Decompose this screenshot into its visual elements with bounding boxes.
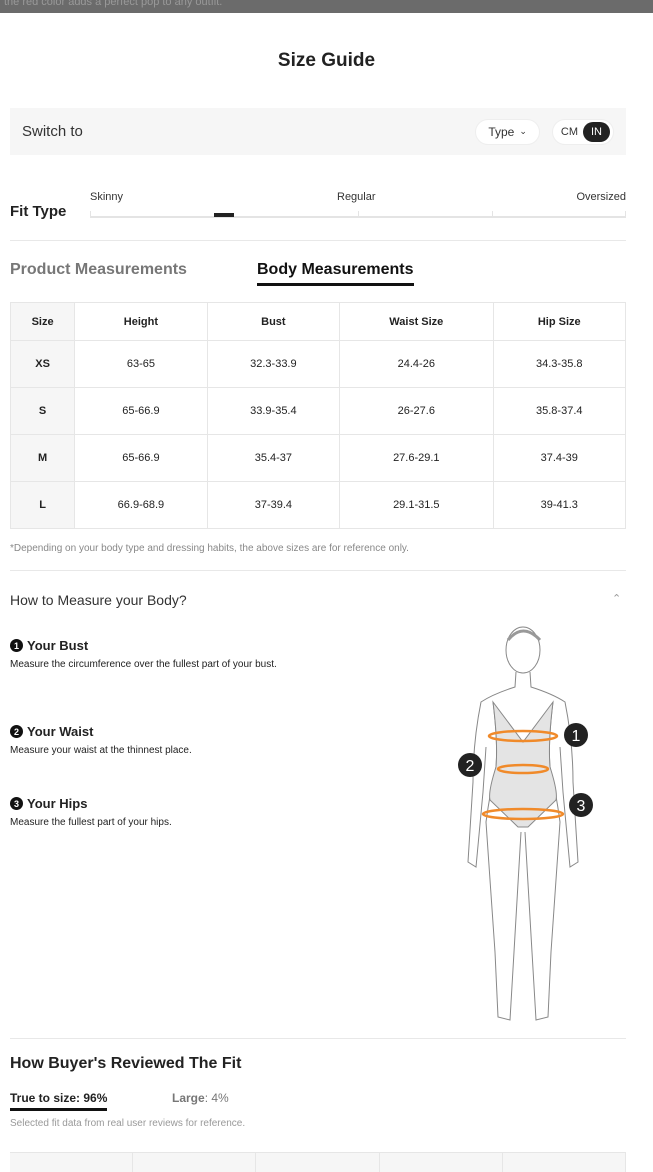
number-badge: 3 <box>10 797 23 810</box>
header-cell: Size <box>9 302 76 341</box>
table-row: M 65-66.9 35.4-37 27.6-29.1 37.4-39 <box>9 434 627 482</box>
step-title: Your Hips <box>27 796 88 811</box>
header-cell: Height <box>74 302 208 341</box>
reviews-title: How Buyer's Reviewed The Fit <box>10 1055 242 1072</box>
cell: 65-66.9 <box>74 387 208 435</box>
cell: 34.3-35.8 <box>492 340 627 388</box>
cell: 39-41.3 <box>492 481 627 529</box>
cell: 37.4-39 <box>492 434 627 482</box>
cell: 35.8-37.4 <box>492 387 627 435</box>
table-row: XS 63-65 32.3-33.9 24.4-26 34.3-35.8 <box>9 340 627 388</box>
cell: S <box>9 387 76 435</box>
large-value: : 4% <box>204 1091 229 1105</box>
unit-toggle[interactable]: CM IN <box>551 118 614 145</box>
body-measurement-figure: 1 2 3 <box>458 626 593 1021</box>
type-dropdown[interactable]: Type ⌄ <box>475 118 540 145</box>
table-header: Size Height Bust Waist Size Hip Size <box>9 302 627 341</box>
cell: M <box>9 434 76 482</box>
cell: XS <box>9 340 76 388</box>
cell: 26-27.6 <box>339 387 494 435</box>
cell: 24.4-26 <box>339 340 494 388</box>
fit-skinny: Skinny <box>90 191 124 203</box>
svg-text:1: 1 <box>572 728 581 745</box>
fit-regular: Regular <box>337 191 376 203</box>
table-row: S 65-66.9 33.9-35.4 26-27.6 35.8-37.4 <box>9 387 627 435</box>
svg-text:2: 2 <box>466 758 475 775</box>
cell: 27.6-29.1 <box>339 434 494 482</box>
cell: 29.1-31.5 <box>339 481 494 529</box>
tab-product-measurements[interactable]: Product Measurements <box>10 261 187 278</box>
cell: 35.4-37 <box>206 434 341 482</box>
tab-body-measurements[interactable]: Body Measurements <box>257 261 414 286</box>
cell: L <box>9 481 76 529</box>
tab-true-to-size[interactable]: True to size: 96% <box>10 1091 108 1111</box>
chevron-down-icon: ⌄ <box>519 126 527 136</box>
header-cell: Hip Size <box>492 302 627 341</box>
cell: 37-39.4 <box>206 481 341 529</box>
header-cell: Bust <box>206 302 341 341</box>
size-table: Size Height Bust Waist Size Hip Size XS 63-65… <box>9 302 627 529</box>
step-text: Measure the fullest part of your hips. <box>10 817 172 828</box>
size-note: *Depending on your body type and dressin… <box>10 543 409 554</box>
step-bust: 1 Your Bust Measure the circumference over… <box>10 638 320 671</box>
cell: 66.9-68.9 <box>74 481 208 529</box>
table-row: L 66.9-68.9 37-39.4 29.1-31.5 39-41.3 <box>9 481 627 529</box>
step-waist: 2 Your Waist Measure your waist at the thi… <box>10 724 320 757</box>
cell: 33.9-35.4 <box>206 387 341 435</box>
large-label: Large <box>172 1091 205 1105</box>
fit-oversized: Oversized <box>576 191 626 203</box>
header-cell: Waist Size <box>339 302 494 341</box>
page-title: Size Guide <box>277 50 376 71</box>
step-text: Measure your waist at the thinnest place… <box>10 745 192 756</box>
switch-bar: Switch to Type ⌄ CM IN <box>10 108 626 155</box>
number-badge: 1 <box>10 639 23 652</box>
fit-scale <box>90 211 626 218</box>
switch-label: Switch to <box>22 123 83 140</box>
step-title: Your Bust <box>27 638 89 653</box>
fit-indicator <box>214 213 234 217</box>
cell: 63-65 <box>74 340 208 388</box>
reviews-table <box>10 1152 627 1172</box>
unit-cm[interactable]: CM <box>560 125 578 138</box>
cell: 65-66.9 <box>74 434 208 482</box>
cell: 32.3-33.9 <box>206 340 341 388</box>
number-badge: 2 <box>10 725 23 738</box>
reviews-note: Selected fit data from real user reviews… <box>10 1118 246 1129</box>
how-to-measure-toggle[interactable]: How to Measure your Body? <box>10 592 187 608</box>
fit-type-label: Fit Type <box>10 203 67 220</box>
tab-large[interactable]: Large: 4% <box>172 1091 229 1105</box>
chevron-up-icon[interactable]: ⌃ <box>612 593 622 605</box>
step-title: Your Waist <box>27 724 94 739</box>
description-banner: the red color adds a perfect pop to any … <box>0 0 653 13</box>
step-text: Measure the circumference over the fulle… <box>10 659 277 670</box>
type-label: Type <box>488 124 515 139</box>
step-hips: 3 Your Hips Measure the fullest part of yo… <box>10 796 320 829</box>
svg-text:3: 3 <box>577 798 586 815</box>
unit-in[interactable]: IN <box>583 121 610 142</box>
